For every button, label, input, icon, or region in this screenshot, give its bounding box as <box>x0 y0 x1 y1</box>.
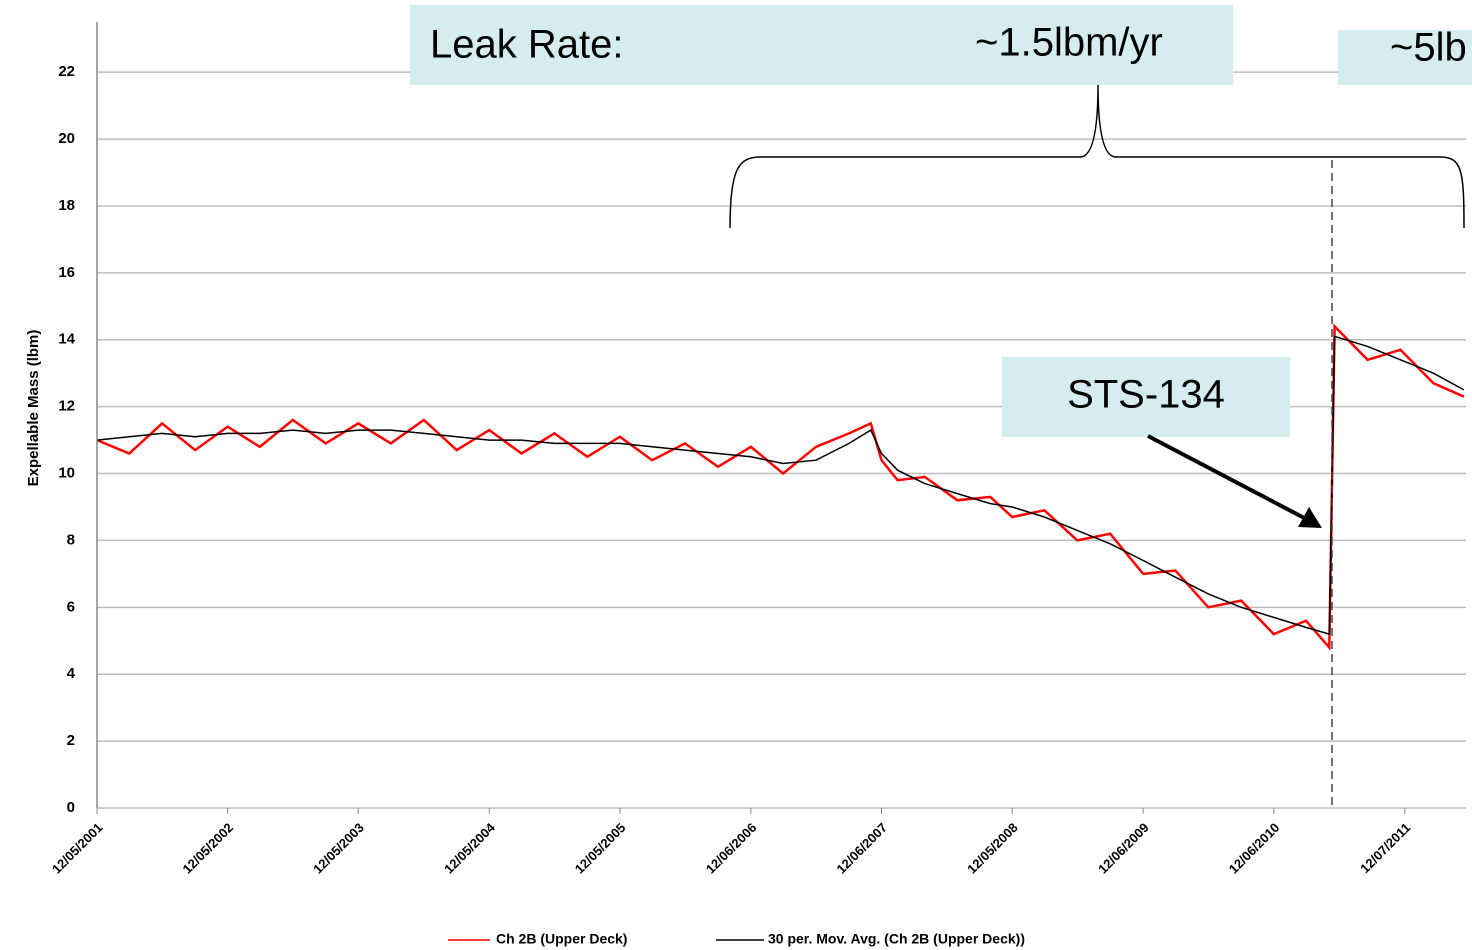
annotation-box <box>1338 30 1472 85</box>
annotation: Leak Rate: <box>430 23 623 67</box>
y-tick-label: 22 <box>58 63 75 80</box>
x-tick-label: 12/05/2005 <box>572 820 629 877</box>
annotation-box <box>410 5 1233 85</box>
x-tick-label: 12/07/2011 <box>1357 820 1413 876</box>
y-tick-label: 16 <box>58 264 75 281</box>
x-tick-label: 12/06/2006 <box>703 820 760 877</box>
arrow <box>1147 434 1311 523</box>
x-tick-label: 12/06/2007 <box>833 820 890 877</box>
y-tick-label: 6 <box>67 598 75 615</box>
y-tick-label: 20 <box>58 130 75 147</box>
plot-area: 0 2 4 6 8 10 12 14 16 18 20 22 12/05/2001 12/05/2002 1… <box>49 63 1466 877</box>
series-line <box>96 323 1465 651</box>
y-tick-label: 0 <box>67 799 75 816</box>
y-tick-label: 4 <box>67 665 76 682</box>
x-tick-label: 12/05/2003 <box>310 820 367 877</box>
y-axis-label: Expellable Mass (lbm) <box>25 330 42 487</box>
y-tick-label: 2 <box>67 732 75 749</box>
y-tick-label: 14 <box>58 331 75 348</box>
brace <box>729 84 1465 229</box>
annotation: STS-134 <box>1067 373 1225 417</box>
y-tick-label: 10 <box>58 465 75 482</box>
x-tick-label: 12/05/2001 <box>49 820 106 877</box>
annotation: ~5lb <box>1390 26 1467 70</box>
arrow-head <box>1298 507 1322 528</box>
y-tick-label: 8 <box>67 531 75 548</box>
x-tick-label: 12/06/2010 <box>1226 820 1283 877</box>
series-line <box>96 335 1465 636</box>
x-tick-label: 12/05/2002 <box>180 820 237 877</box>
y-tick-label: 18 <box>58 197 75 214</box>
annotation-box <box>1002 357 1290 437</box>
annotation: ~1.5lbm/yr <box>975 21 1163 65</box>
x-tick-label: 12/06/2009 <box>1095 820 1152 877</box>
x-tick-label: 12/05/2004 <box>441 819 498 876</box>
y-tick-label: 12 <box>58 398 75 415</box>
legend-label: 30 per. Mov. Avg. (Ch 2B (Upper Deck)) <box>768 931 1025 947</box>
x-tick-label: 12/05/2008 <box>964 820 1021 877</box>
legend-label: Ch 2B (Upper Deck) <box>496 931 627 947</box>
